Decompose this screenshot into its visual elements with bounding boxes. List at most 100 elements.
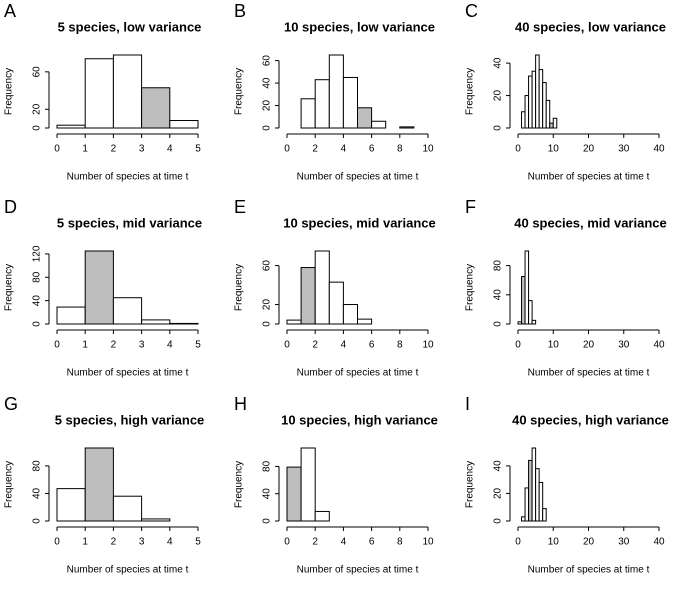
y-tick-label: 0: [493, 321, 504, 327]
x-tick-label: 4: [167, 144, 173, 155]
chart-title: 40 species, mid variance: [514, 215, 666, 230]
bar: [84, 447, 114, 522]
panel-label: E: [234, 197, 246, 217]
y-tick-label: 0: [493, 125, 504, 131]
x-tick-label: 2: [312, 340, 318, 351]
y-tick-label: 80: [32, 271, 43, 283]
y-axis-label: Frequency: [234, 68, 245, 115]
y-tick-label: 40: [493, 460, 504, 472]
bar: [286, 466, 302, 522]
y-tick-label: 40: [262, 77, 273, 89]
panel-label: D: [4, 197, 17, 217]
bar: [314, 250, 330, 325]
y-tick-label: 40: [493, 57, 504, 69]
x-tick-label: 6: [369, 340, 375, 351]
bar: [169, 120, 199, 129]
x-tick-label: 1: [82, 144, 88, 155]
bar: [300, 447, 316, 522]
bar: [314, 510, 330, 522]
x-axis-label: Number of species at time t: [67, 172, 189, 183]
bar: [528, 300, 533, 325]
x-tick-label: 2: [111, 144, 117, 155]
chart-title: 5 species, high variance: [55, 412, 205, 427]
x-tick-label: 40: [653, 340, 665, 351]
x-tick-label: 0: [284, 537, 290, 548]
x-tick-label: 0: [515, 144, 521, 155]
y-tick-label: 20: [493, 487, 504, 499]
y-tick-label: 0: [32, 125, 43, 131]
x-tick-label: 2: [312, 537, 318, 548]
x-axis-label: Number of species at time t: [297, 368, 419, 379]
bar: [531, 70, 537, 129]
y-tick-label: 20: [262, 100, 273, 112]
x-axis-label: Number of species at time t: [528, 565, 650, 576]
x-tick-label: 2: [312, 144, 318, 155]
panel-label: F: [465, 197, 476, 217]
x-tick-label: 0: [284, 144, 290, 155]
x-tick-label: 3: [139, 144, 145, 155]
y-axis-label: Frequency: [465, 461, 476, 508]
bar: [328, 54, 344, 129]
y-tick-label: 0: [32, 321, 43, 327]
x-tick-label: 40: [653, 537, 665, 548]
bar: [371, 120, 387, 129]
x-tick-label: 20: [583, 144, 595, 155]
panel: A 5 species, low variance Number of specie…: [4, 1, 202, 183]
bar: [552, 117, 558, 129]
x-tick-label: 10: [548, 144, 560, 155]
bar: [517, 321, 523, 325]
bar: [56, 488, 86, 522]
panel: E 10 species, mid variance Number of speci…: [234, 197, 436, 379]
panel: B 10 species, low variance Number of speci…: [234, 1, 435, 183]
chart-title: 10 species, high variance: [281, 412, 438, 427]
y-tick-label: 60: [32, 66, 43, 78]
chart-title: 40 species, low variance: [515, 19, 666, 34]
y-tick-label: 40: [32, 487, 43, 499]
bar: [141, 87, 171, 129]
x-tick-label: 5: [195, 144, 201, 155]
x-axis-label: Number of species at time t: [297, 172, 419, 183]
bar: [56, 306, 86, 325]
x-tick-label: 10: [422, 537, 434, 548]
bar: [545, 99, 551, 129]
x-tick-label: 5: [195, 340, 201, 351]
y-axis-label: Frequency: [234, 461, 245, 508]
chart-title: 10 species, mid variance: [283, 215, 435, 230]
panel: I 40 species, high variance Number of spec…: [465, 394, 669, 576]
bar: [521, 516, 526, 522]
x-tick-label: 5: [195, 537, 201, 548]
x-tick-label: 3: [139, 340, 145, 351]
y-axis-label: Frequency: [465, 68, 476, 115]
bar: [538, 481, 544, 522]
x-tick-label: 10: [548, 537, 560, 548]
y-tick-label: 60: [262, 55, 273, 67]
bar: [528, 75, 533, 129]
bar: [524, 95, 530, 129]
x-tick-label: 6: [369, 537, 375, 548]
y-tick-label: 60: [262, 260, 273, 272]
bar: [357, 107, 373, 129]
x-axis-label: Number of species at time t: [67, 565, 189, 576]
x-axis-label: Number of species at time t: [528, 368, 650, 379]
bar: [169, 322, 199, 325]
y-axis-label: Frequency: [465, 264, 476, 311]
bar: [300, 98, 316, 129]
panel-label: A: [4, 1, 16, 21]
x-tick-label: 30: [618, 340, 630, 351]
bar: [524, 487, 530, 522]
bar: [141, 518, 171, 522]
chart-title: 5 species, low variance: [58, 19, 202, 34]
panel: H 10 species, high variance Number of spec…: [234, 394, 438, 576]
bar: [528, 459, 533, 522]
x-tick-label: 2: [111, 537, 117, 548]
x-tick-label: 2: [111, 340, 117, 351]
x-tick-label: 0: [284, 340, 290, 351]
x-tick-label: 10: [422, 144, 434, 155]
x-tick-label: 4: [341, 144, 347, 155]
x-axis-label: Number of species at time t: [528, 172, 650, 183]
bar: [521, 111, 526, 129]
x-tick-label: 8: [397, 144, 403, 155]
bar: [535, 54, 540, 129]
bar: [112, 495, 143, 522]
x-tick-label: 20: [583, 537, 595, 548]
